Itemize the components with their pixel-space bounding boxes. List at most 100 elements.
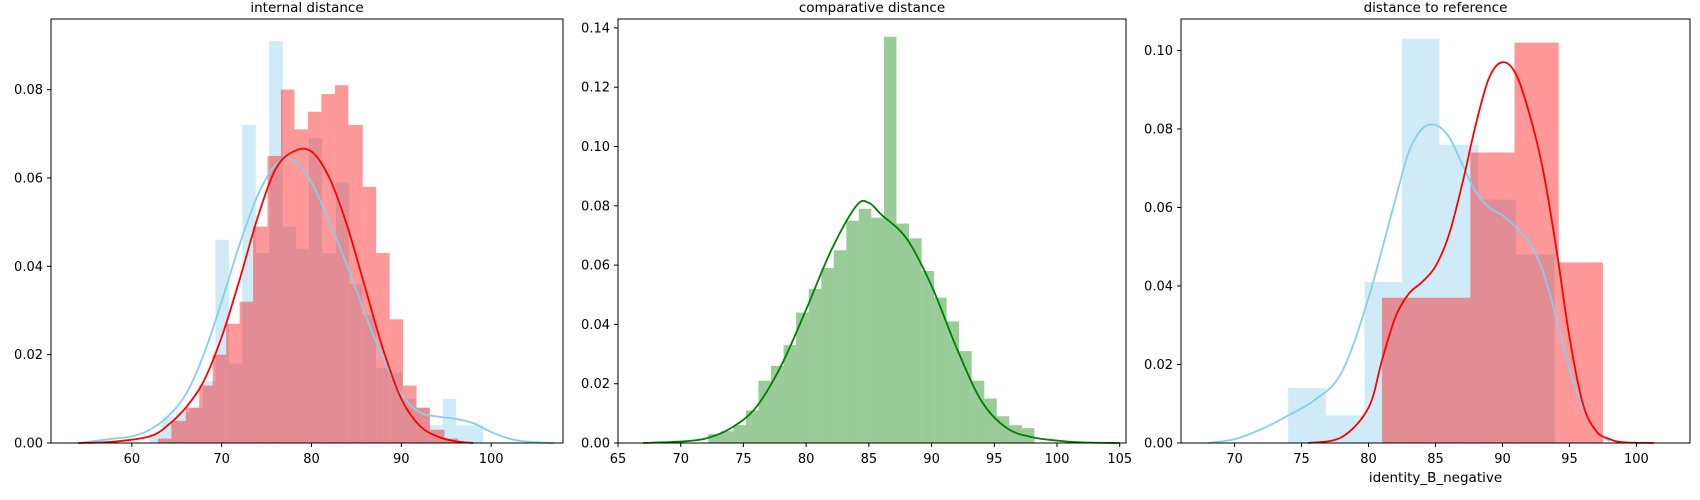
histogram-bar-s1-4 — [189, 407, 203, 443]
histogram-bar-s1-4 — [1402, 38, 1440, 443]
x-tick-label: 75 — [735, 452, 752, 467]
histogram-bar-s1-1 — [708, 434, 721, 443]
histogram-bar-s1-22 — [429, 425, 443, 443]
y-tick-label: 0.06 — [14, 172, 43, 187]
y-tick-label: 0.02 — [1144, 358, 1173, 373]
x-tick-label: 65 — [610, 452, 627, 467]
x-tick-label: 60 — [124, 452, 141, 467]
histogram-bar-s1-4 — [745, 410, 759, 443]
y-tick-label: 0.04 — [581, 318, 610, 333]
x-tick-label: 100 — [479, 452, 504, 467]
histogram-bar-s1-6 — [771, 365, 784, 443]
x-tick-label: 70 — [213, 452, 230, 467]
histogram-bar-s2-15 — [348, 125, 363, 443]
histogram-bar-s2-11 — [294, 129, 308, 444]
x-tick-label: 85 — [1427, 452, 1444, 467]
histogram-bar-s1-16 — [349, 284, 363, 443]
histogram-bar-s2-5 — [1558, 262, 1603, 443]
histogram-bar-s2-5 — [212, 354, 227, 443]
x-tick-label: 80 — [1360, 452, 1377, 467]
histogram-bar-s1-13 — [308, 138, 323, 443]
histogram-bar-s1-16 — [896, 223, 909, 443]
histogram-bar-s1-2 — [720, 431, 734, 443]
subplot-2: 65 70 75 80 85 90 95 100 105 0.00 0.02 0.04 0.06 0.08… — [581, 0, 1132, 467]
histogram-bar-s2-14 — [334, 85, 349, 443]
x-tick-label: 90 — [923, 452, 940, 467]
y-tick-label: 0.14 — [581, 21, 610, 36]
histogram-bar-s2-4 — [199, 385, 213, 443]
y-tick-label: 0.02 — [14, 348, 43, 363]
y-tick-label: 0.00 — [14, 437, 43, 452]
histogram-bar-s2-9 — [267, 155, 281, 444]
histogram-bar-s1-10 — [821, 268, 834, 443]
kde-line-s1 — [77, 157, 555, 444]
y-tick-label: 0.06 — [1144, 201, 1173, 216]
x-tick-label: 90 — [393, 452, 410, 467]
histogram-bar-s1-14 — [322, 253, 336, 443]
histogram-bar-s1-25 — [469, 425, 484, 443]
subplot-1: 60 70 80 90 100 0.00 0.02 0.04 0.06 0.08 internal … — [14, 0, 564, 467]
histogram-bar-s1-21 — [959, 351, 972, 443]
subplot-title: comparative distance — [799, 0, 945, 16]
subplot-title: internal distance — [250, 0, 363, 16]
histogram-bar-s2-18 — [389, 319, 404, 443]
histogram-bar-s2-3 — [1470, 152, 1515, 444]
histogram-bar-s1-18 — [921, 271, 935, 443]
histogram-bar-s1-23 — [442, 398, 457, 443]
kde-line-s2 — [77, 147, 474, 444]
x-tick-label: 90 — [1494, 452, 1511, 467]
histogram-bar-s2-1 — [1381, 297, 1427, 443]
histogram-bar-s1-6 — [1478, 199, 1516, 443]
histogram-bar-s2-2 — [1426, 297, 1471, 443]
histogram-bar-s1-25 — [1009, 425, 1022, 443]
histogram-bar-s1-8 — [796, 312, 809, 443]
histogram-bar-s1-9 — [255, 253, 270, 443]
histogram-bar-s1-13 — [858, 208, 872, 443]
histogram-bar-s1-18 — [376, 367, 390, 443]
histogram-bar-s1-20 — [946, 321, 960, 443]
x-tick-label: 105 — [1107, 452, 1132, 467]
histogram-bar-s1-5 — [758, 380, 772, 443]
histogram-bar-s1-17 — [909, 238, 922, 443]
histogram-bar-s2-3 — [185, 407, 200, 443]
x-axis-label: identity_B_negative — [1369, 470, 1502, 486]
y-tick-label: 0.12 — [581, 81, 610, 96]
histogram-bar-s2-4 — [1514, 42, 1559, 444]
subplot-title: distance to reference — [1364, 0, 1508, 16]
x-tick-label: 100 — [1624, 452, 1649, 467]
y-tick-label: 0.06 — [581, 259, 610, 274]
histogram-bar-s1-7 — [783, 345, 797, 443]
histogram-bar-s2-20 — [416, 407, 431, 443]
axes-frame — [50, 18, 564, 444]
y-tick-label: 0.10 — [581, 140, 610, 155]
histogram-bar-s1-1 — [148, 434, 163, 443]
x-tick-label: 70 — [1226, 452, 1243, 467]
histogram-bar-s1-24 — [456, 425, 470, 443]
x-tick-label: 85 — [861, 452, 878, 467]
histogram-bar-s1-7 — [228, 363, 243, 443]
axes-frame — [617, 18, 1127, 444]
histogram-bar-s2-16 — [362, 186, 377, 443]
histogram-bar-s1-9 — [808, 288, 822, 443]
histogram-bar-s2-1 — [157, 438, 172, 443]
histogram-bar-s2-10 — [280, 89, 295, 444]
histogram-bar-s1-14 — [871, 217, 884, 443]
kde-line-s1 — [1207, 123, 1611, 444]
kde-line-s1 — [643, 199, 1120, 444]
histogram-bar-s1-11 — [282, 226, 297, 443]
y-tick-label: 0.08 — [14, 83, 43, 98]
histogram-bar-s1-11 — [833, 250, 847, 443]
histogram-bar-s1-2 — [1325, 415, 1365, 443]
x-tick-label: 100 — [1045, 452, 1070, 467]
histogram-bar-s1-12 — [296, 248, 309, 443]
histogram-bar-s2-7 — [239, 301, 254, 443]
histogram-bar-s2-6 — [226, 323, 240, 443]
y-tick-label: 0.08 — [581, 199, 610, 214]
y-tick-label: 0.04 — [14, 260, 43, 275]
histogram-bar-s1-19 — [934, 297, 947, 443]
histogram-bar-s1-21 — [415, 407, 430, 443]
histogram-bar-s1-8 — [242, 125, 256, 443]
histogram-bar-s1-12 — [846, 220, 859, 443]
histogram-bar-s1-17 — [362, 314, 377, 443]
